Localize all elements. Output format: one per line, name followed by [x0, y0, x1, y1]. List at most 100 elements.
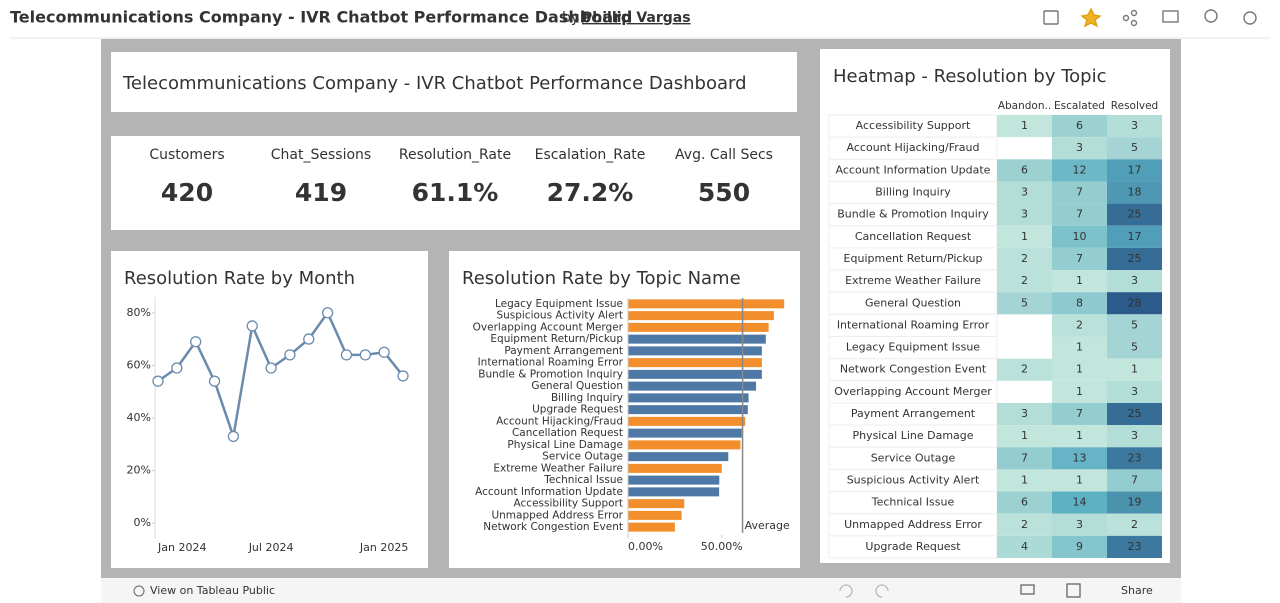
view-on-tableau[interactable]: View on Tableau Public [150, 584, 275, 597]
row-label: General Question [865, 296, 961, 309]
redo-icon[interactable] [875, 584, 889, 598]
y-tick-label: 20% [127, 464, 151, 477]
row-label: Physical Line Damage [852, 429, 973, 442]
kpi-panel [111, 136, 800, 230]
kpi-label: Escalation_Rate [535, 147, 646, 163]
cell-label: 1 [1076, 385, 1083, 398]
cell-label: 1 [1076, 274, 1083, 287]
cell-label: 3 [1131, 385, 1138, 398]
bar [628, 322, 769, 332]
row-label: Bundle & Promotion Inquiry [837, 208, 989, 221]
bar-label: Upgrade Request [532, 404, 623, 416]
cell-label: 1 [1021, 473, 1028, 486]
cell-label: 7 [1076, 407, 1083, 420]
share-icon[interactable] [1122, 14, 1130, 22]
cell-label: 2 [1021, 252, 1028, 265]
heat-cell [1107, 469, 1162, 492]
heat-cell [1107, 225, 1162, 248]
cell-label: 1 [1021, 230, 1028, 243]
heat-cell [1107, 203, 1162, 226]
bar-label: General Question [531, 380, 623, 392]
cell-label: 5 [1021, 296, 1028, 309]
kpi-value: 419 [295, 178, 347, 207]
heat-cell [997, 402, 1052, 426]
row-label: Technical Issue [871, 496, 955, 509]
dashboard-title: Telecommunications Company - IVR Chatbot… [122, 73, 747, 94]
heat-cell [1107, 425, 1162, 448]
cell-label: 28 [1128, 296, 1142, 309]
heat-cell [1052, 447, 1107, 470]
bar-label: Account Information Update [475, 486, 623, 498]
author-link[interactable]: Phillip Vargas [582, 10, 691, 26]
cell-label: 23 [1128, 451, 1142, 464]
bar [628, 452, 729, 462]
cell-label: 2 [1021, 518, 1028, 531]
heat-cell [1107, 535, 1162, 558]
chart-title: Resolution Rate by Topic Name [462, 268, 741, 289]
bar-label: Overlapping Account Merger [473, 321, 624, 333]
heat-cell [1107, 115, 1162, 138]
bar-label: Bundle & Promotion Inquiry [478, 368, 623, 380]
cell-label: 12 [1073, 163, 1087, 176]
y-tick-label: 40% [127, 411, 151, 424]
cell-label: 1 [1076, 473, 1083, 486]
y-tick-label: 80% [127, 306, 151, 319]
bar-label: Account Hijacking/Fraud [496, 415, 623, 427]
cell-label: 3 [1131, 429, 1138, 442]
favorite-icon[interactable] [1080, 7, 1102, 28]
column-header: Resolved [1111, 100, 1158, 112]
kpi-label: Avg. Call Secs [675, 147, 773, 163]
undo-icon[interactable] [839, 584, 853, 598]
toolbar-icons [1043, 7, 1257, 28]
heat-cell [1107, 336, 1162, 359]
footer-bar [101, 578, 1181, 603]
heat-cell [1052, 491, 1107, 514]
heat-cell [997, 115, 1052, 138]
row-label: Billing Inquiry [875, 186, 951, 199]
cell-label: 5 [1131, 341, 1138, 354]
cell-label: 7 [1076, 186, 1083, 199]
cell-label: 3 [1131, 274, 1138, 287]
edit-icon[interactable] [1043, 10, 1059, 25]
share-button[interactable]: Share [1121, 584, 1153, 597]
heat-cell [1052, 181, 1107, 204]
row-label: Extreme Weather Failure [845, 274, 981, 287]
row-label: Upgrade Request [865, 540, 961, 553]
cell-label: 1 [1131, 363, 1138, 376]
badge-icon[interactable] [1204, 9, 1218, 23]
fullscreen-icon[interactable] [1066, 583, 1081, 598]
heat-cell [997, 159, 1052, 182]
heat-cell [997, 270, 1052, 293]
bar [628, 499, 685, 509]
heat-cell [997, 358, 1052, 381]
row-label: Equipment Return/Pickup [844, 252, 983, 265]
bar [628, 405, 748, 415]
chart-title: Heatmap - Resolution by Topic [833, 66, 1106, 87]
cell-label: 25 [1128, 252, 1142, 265]
y-tick-label: 0% [134, 516, 151, 529]
kpi-label: Resolution_Rate [399, 147, 511, 163]
bar [628, 510, 682, 520]
heat-cell [1052, 425, 1107, 448]
line-point [152, 375, 164, 387]
kpi-value: 27.2% [547, 178, 634, 207]
heat-cell [1052, 225, 1107, 248]
heat-cell [1052, 203, 1107, 226]
by-text: by [562, 10, 579, 26]
footer-icons [839, 583, 1081, 598]
cell-label: 23 [1128, 540, 1142, 553]
cell-label: 6 [1021, 163, 1028, 176]
comment-icon[interactable] [1162, 10, 1179, 23]
line-point [190, 336, 202, 348]
settings-icon[interactable] [1243, 11, 1257, 25]
heat-cell [1107, 513, 1162, 536]
heat-cell [1052, 469, 1107, 492]
bar-label: Billing Inquiry [551, 392, 623, 404]
bar-label: Cancellation Request [512, 427, 623, 439]
heat-cell [997, 513, 1052, 536]
comment-footer-icon[interactable] [1020, 584, 1035, 595]
column-header: Escalated [1054, 100, 1105, 112]
bar [628, 346, 762, 356]
page-title: Telecommunications Company - IVR Chatbot… [10, 8, 632, 27]
